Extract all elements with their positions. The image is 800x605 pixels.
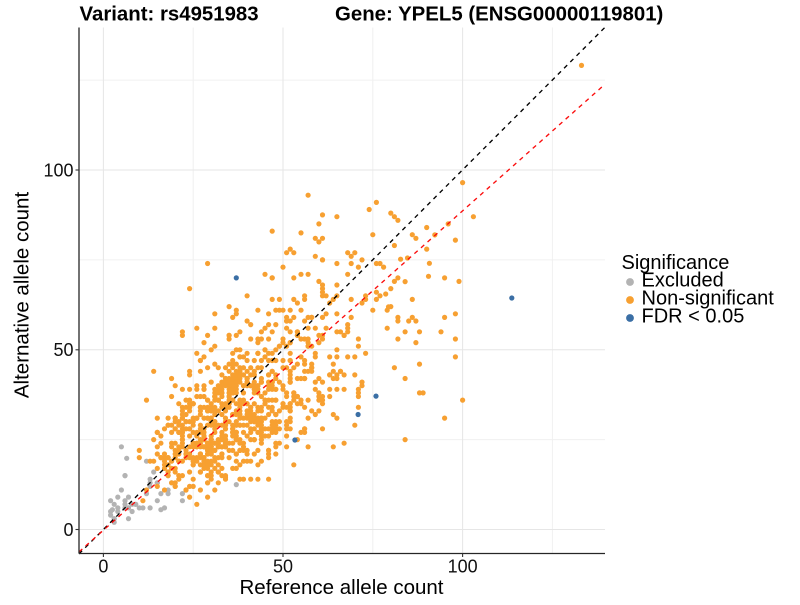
svg-text:FDR < 0.05: FDR < 0.05 (642, 306, 745, 328)
svg-text:Variant: rs4951983: Variant: rs4951983 (80, 4, 259, 26)
svg-text:100: 100 (43, 161, 73, 181)
svg-text:50: 50 (273, 557, 293, 577)
svg-text:Gene: YPEL5 (ENSG00000119801): Gene: YPEL5 (ENSG00000119801) (335, 4, 663, 26)
svg-text:0: 0 (98, 557, 108, 577)
svg-text:50: 50 (53, 340, 73, 360)
svg-text:Reference allele count: Reference allele count (240, 576, 444, 599)
svg-text:Alternative allele count: Alternative allele count (11, 192, 34, 399)
svg-text:0: 0 (63, 520, 73, 540)
svg-text:Significance: Significance (622, 252, 730, 274)
svg-text:100: 100 (448, 557, 478, 577)
svg-text:Non-significant: Non-significant (642, 288, 775, 310)
svg-text:Excluded: Excluded (642, 270, 724, 292)
